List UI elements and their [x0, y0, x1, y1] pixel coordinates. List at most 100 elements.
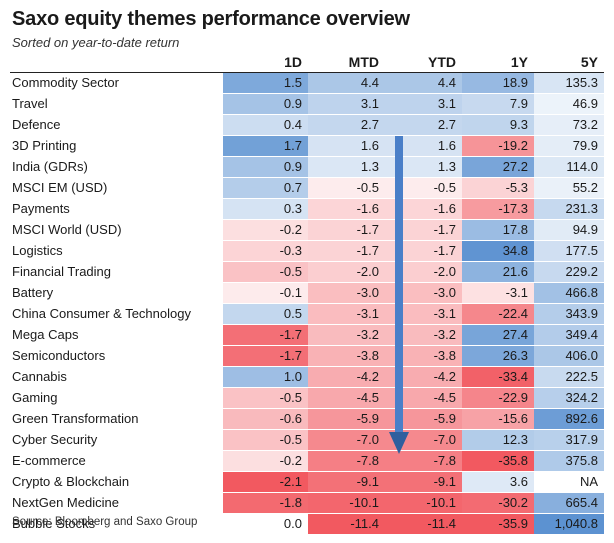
theme-name: Travel	[12, 96, 48, 111]
value-1d: -1.7	[223, 325, 308, 345]
table-row: Gaming -0.5 -4.5 -4.5 -22.9 324.2	[10, 388, 604, 409]
value-mtd: -1.7	[308, 241, 385, 261]
value-mtd: -10.1	[308, 493, 385, 513]
value-5y: 222.5	[534, 367, 604, 387]
table-row: Financial Trading -0.5 -2.0 -2.0 21.6 229.2	[10, 262, 604, 283]
theme-name: Financial Trading	[12, 264, 111, 279]
table-body: Commodity Sector 1.5 4.4 4.4 18.9 135.3 Travel…	[10, 73, 604, 535]
source-note: Source: Bloomberg and Saxo Group	[12, 516, 198, 528]
value-1y: 27.4	[462, 325, 534, 345]
value-5y: 135.3	[534, 73, 604, 93]
theme-name: Payments	[12, 201, 70, 216]
theme-name: Green Transformation	[12, 411, 139, 426]
theme-name: NextGen Medicine	[12, 495, 119, 510]
theme-name: Logistics	[12, 243, 63, 258]
value-ytd: -1.6	[385, 199, 462, 219]
table-row: Defence 0.4 2.7 2.7 9.3 73.2	[10, 115, 604, 136]
value-5y: 317.9	[534, 430, 604, 450]
value-1y: -15.6	[462, 409, 534, 429]
table-row: E-commerce -0.2 -7.8 -7.8 -35.8 375.8	[10, 451, 604, 472]
value-ytd: -1.7	[385, 241, 462, 261]
table-row: Crypto & Blockchain -2.1 -9.1 -9.1 3.6 NA	[10, 472, 604, 493]
table-row: Logistics -0.3 -1.7 -1.7 34.8 177.5	[10, 241, 604, 262]
chart-title: Saxo equity themes performance overview	[12, 8, 410, 30]
value-ytd: -3.0	[385, 283, 462, 303]
table-header: 1D MTD YTD 1Y 5Y	[10, 52, 604, 73]
value-1d: 1.7	[223, 136, 308, 156]
value-1y: 7.9	[462, 94, 534, 114]
header-1y: 1Y	[510, 54, 528, 70]
table-row: 3D Printing 1.7 1.6 1.6 -19.2 79.9	[10, 136, 604, 157]
value-1d: -0.2	[223, 220, 308, 240]
value-1y: 3.6	[462, 472, 534, 492]
value-mtd: -3.1	[308, 304, 385, 324]
value-mtd: -1.7	[308, 220, 385, 240]
header-ytd: YTD	[428, 54, 456, 70]
value-5y: 231.3	[534, 199, 604, 219]
value-5y: 375.8	[534, 451, 604, 471]
theme-name: 3D Printing	[12, 138, 77, 153]
value-ytd: -1.7	[385, 220, 462, 240]
performance-table: 1D MTD YTD 1Y 5Y Commodity Sector 1.5 4.4 4…	[10, 52, 604, 535]
value-ytd: 3.1	[385, 94, 462, 114]
value-5y: 229.2	[534, 262, 604, 282]
value-ytd: -3.2	[385, 325, 462, 345]
value-mtd: 1.3	[308, 157, 385, 177]
theme-name: MSCI World (USD)	[12, 222, 122, 237]
value-5y: 177.5	[534, 241, 604, 261]
arrow-shaft	[395, 136, 403, 434]
value-ytd: -9.1	[385, 472, 462, 492]
theme-name: Battery	[12, 285, 54, 300]
value-mtd: 2.7	[308, 115, 385, 135]
value-1y: 9.3	[462, 115, 534, 135]
value-1d: 0.9	[223, 94, 308, 114]
table-row: Semiconductors -1.7 -3.8 -3.8 26.3 406.0	[10, 346, 604, 367]
value-5y: 466.8	[534, 283, 604, 303]
theme-name: India (GDRs)	[12, 159, 88, 174]
theme-name: Gaming	[12, 390, 58, 405]
value-1d: 0.9	[223, 157, 308, 177]
value-1y: 26.3	[462, 346, 534, 366]
value-1y: 12.3	[462, 430, 534, 450]
value-ytd: -11.4	[385, 514, 462, 534]
table-row: Green Transformation -0.6 -5.9 -5.9 -15.6 892…	[10, 409, 604, 430]
value-mtd: -1.6	[308, 199, 385, 219]
value-1d: -0.3	[223, 241, 308, 261]
table-row: Travel 0.9 3.1 3.1 7.9 46.9	[10, 94, 604, 115]
value-mtd: -4.5	[308, 388, 385, 408]
value-1d: -1.7	[223, 346, 308, 366]
value-1d: 0.0	[223, 514, 308, 534]
value-mtd: -4.2	[308, 367, 385, 387]
value-ytd: -7.8	[385, 451, 462, 471]
value-1d: -1.8	[223, 493, 308, 513]
arrow-head	[389, 432, 409, 454]
value-5y: 73.2	[534, 115, 604, 135]
value-1d: -0.2	[223, 451, 308, 471]
header-5y: 5Y	[580, 54, 598, 70]
table-row: Commodity Sector 1.5 4.4 4.4 18.9 135.3	[10, 73, 604, 94]
theme-name: Bubble Stocks	[12, 516, 96, 531]
value-mtd: -3.2	[308, 325, 385, 345]
value-mtd: -2.0	[308, 262, 385, 282]
table-row: India (GDRs) 0.9 1.3 1.3 27.2 114.0	[10, 157, 604, 178]
header-1d: 1D	[284, 54, 302, 70]
table-row: NextGen Medicine -1.8 -10.1 -10.1 -30.2 665.4	[10, 493, 604, 514]
value-5y: 343.9	[534, 304, 604, 324]
value-mtd: 4.4	[308, 73, 385, 93]
value-ytd: -4.5	[385, 388, 462, 408]
table-row: MSCI EM (USD) 0.7 -0.5 -0.5 -5.3 55.2	[10, 178, 604, 199]
value-5y: 114.0	[534, 157, 604, 177]
theme-name: Mega Caps	[12, 327, 79, 342]
theme-name: Commodity Sector	[12, 75, 119, 90]
value-5y: 79.9	[534, 136, 604, 156]
value-5y: 55.2	[534, 178, 604, 198]
value-1y: 18.9	[462, 73, 534, 93]
value-ytd: -3.8	[385, 346, 462, 366]
theme-name: China Consumer & Technology	[12, 306, 191, 321]
value-ytd: 1.3	[385, 157, 462, 177]
value-1d: -0.5	[223, 262, 308, 282]
header-theme	[10, 52, 223, 72]
value-mtd: -0.5	[308, 178, 385, 198]
value-1d: -2.1	[223, 472, 308, 492]
theme-name: MSCI EM (USD)	[12, 180, 108, 195]
